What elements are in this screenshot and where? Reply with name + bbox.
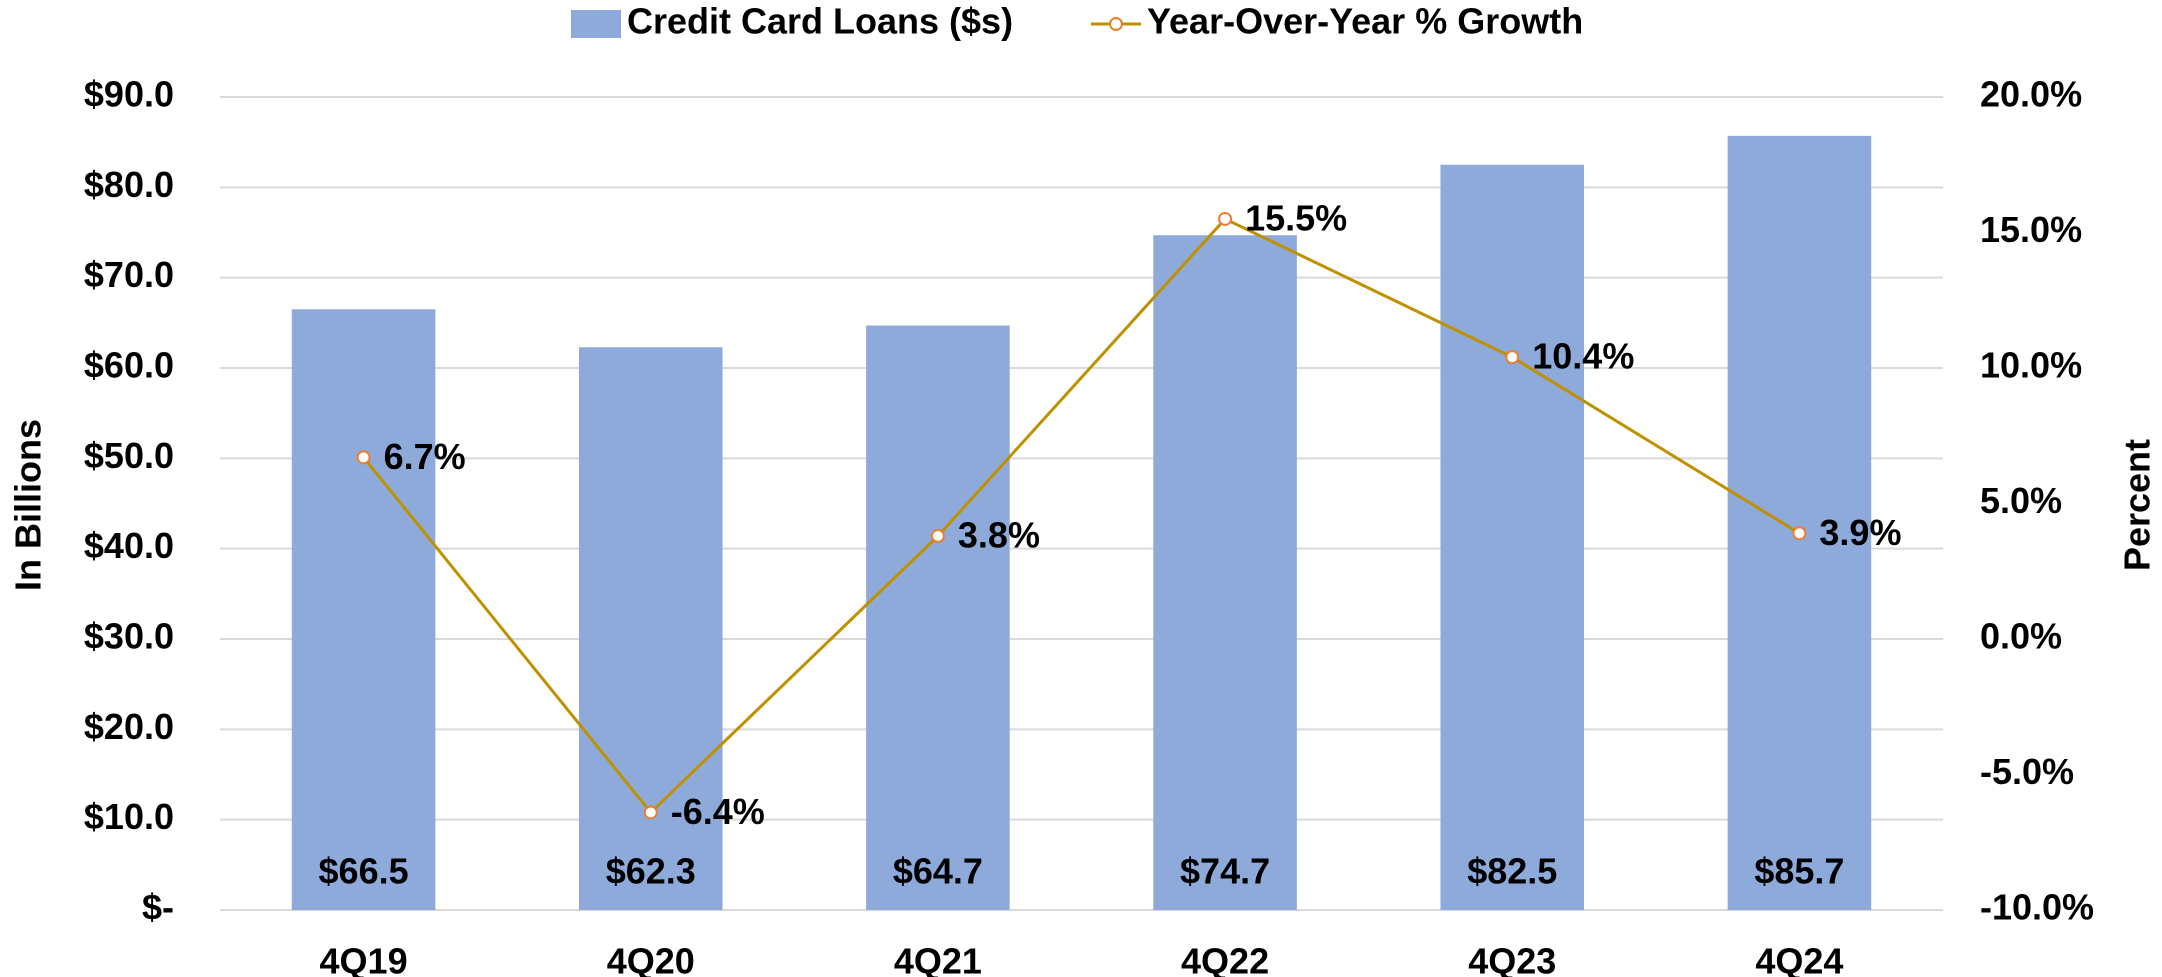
line-value-label: 6.7%: [384, 436, 466, 477]
line-value-label: 3.8%: [958, 515, 1040, 556]
y2-axis-title: Percent: [2117, 439, 2158, 571]
bar: [291, 309, 436, 910]
y-tick-label: $90.0: [84, 74, 174, 115]
y2-tick-label: -5.0%: [1980, 751, 2074, 792]
y-tick-label: $20.0: [84, 706, 174, 747]
bar-value-label: $66.5: [319, 851, 409, 892]
y2-tick-label: 10.0%: [1980, 345, 2082, 386]
bar-value-label: $62.3: [606, 851, 696, 892]
legend-label: Credit Card Loans ($s): [627, 1, 1013, 42]
y-tick-label: $50.0: [84, 435, 174, 476]
y2-tick-label: 0.0%: [1980, 616, 2062, 657]
y-axis-title: In Billions: [8, 419, 49, 591]
bar: [1727, 135, 1872, 911]
x-tick-label: 4Q20: [607, 941, 695, 977]
x-tick-label: 4Q22: [1181, 941, 1269, 977]
legend-marker: [1109, 17, 1123, 31]
y-tick-label: $-: [142, 887, 174, 928]
y2-tick-label: 20.0%: [1980, 74, 2082, 115]
y-tick-label: $60.0: [84, 345, 174, 386]
legend-label: Year-Over-Year % Growth: [1147, 1, 1583, 42]
bar-value-label: $85.7: [1754, 851, 1844, 892]
bar: [1153, 235, 1297, 910]
line-marker: [1505, 350, 1520, 365]
y-tick-label: $80.0: [84, 164, 174, 205]
bar: [866, 325, 1010, 910]
bar: [1440, 164, 1585, 910]
line-marker: [1218, 211, 1233, 226]
bar-value-label: $74.7: [1180, 851, 1270, 892]
y2-tick-label: 5.0%: [1980, 480, 2062, 521]
y2-tick-label: -10.0%: [1980, 887, 2094, 928]
y-tick-label: $40.0: [84, 525, 174, 566]
line-marker: [1792, 526, 1807, 541]
line-value-label: 3.9%: [1819, 512, 1901, 553]
x-tick-label: 4Q24: [1755, 941, 1843, 977]
bar-value-label: $64.7: [893, 851, 983, 892]
x-tick-label: 4Q21: [894, 941, 982, 977]
line-marker: [356, 450, 371, 465]
y2-tick-label: 15.0%: [1980, 209, 2082, 250]
line-value-label: -6.4%: [671, 791, 765, 832]
line-marker: [930, 529, 945, 544]
x-tick-label: 4Q23: [1468, 941, 1556, 977]
y-tick-label: $70.0: [84, 254, 174, 295]
y-tick-label: $30.0: [84, 616, 174, 657]
line-marker: [643, 805, 658, 820]
bar-value-label: $82.5: [1467, 851, 1557, 892]
y-tick-label: $10.0: [84, 796, 174, 837]
line-value-label: 10.4%: [1532, 336, 1634, 377]
x-tick-label: 4Q19: [320, 941, 408, 977]
growth-line: [362, 217, 1801, 815]
legend-swatch: [571, 10, 621, 38]
line-value-label: 15.5%: [1245, 197, 1347, 238]
